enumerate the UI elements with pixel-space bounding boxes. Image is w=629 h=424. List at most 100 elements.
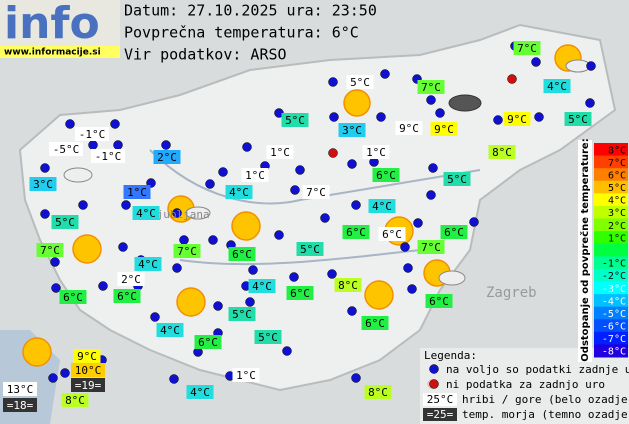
- hill-temp-box: [346, 75, 374, 89]
- station-temp: 10°C: [75, 364, 102, 377]
- station-dot: [347, 159, 357, 169]
- station-temp: 6°C: [429, 295, 449, 308]
- station-temp: 8°C: [65, 394, 85, 407]
- station-temp: 4°C: [190, 386, 210, 399]
- station-temp: 6°C: [346, 226, 366, 239]
- station-temp: 6°C: [117, 290, 137, 303]
- legend-sea-text: temp. morja (temno ozadje): [462, 408, 629, 421]
- hill-temp: 6°C: [382, 228, 402, 241]
- legend-text: ni podatka za zadnjo uro: [446, 378, 605, 391]
- station-dot: [248, 265, 258, 275]
- station-temp-box: [334, 278, 362, 292]
- station-temp-box: [425, 294, 453, 308]
- hill-temp: 13°C: [7, 383, 34, 396]
- station-dot: [295, 165, 305, 175]
- scale-step: [594, 180, 628, 194]
- scale-step: [594, 155, 628, 169]
- station-dot: [403, 263, 413, 273]
- scale-label: 2°C: [608, 221, 626, 232]
- scale-step: [594, 306, 628, 320]
- scale-step: [594, 256, 628, 270]
- station-temp: 7°C: [517, 42, 537, 55]
- station-dot: [435, 108, 445, 118]
- station-dot: [400, 242, 410, 252]
- scale-label: 7°C: [608, 158, 626, 169]
- hill-temp-box: [49, 142, 83, 156]
- scale-step: [594, 344, 628, 358]
- station-dot: [426, 95, 436, 105]
- station-temp-box: [123, 185, 151, 199]
- station-temp: 2°C: [157, 151, 177, 164]
- legend-dot: [429, 379, 439, 389]
- station-temp-box: [503, 112, 531, 126]
- legend-sea-box: [423, 408, 457, 421]
- logo-url: www.informacije.si: [4, 48, 101, 58]
- scale-step: [594, 205, 628, 220]
- url-box: [0, 46, 120, 58]
- station-temp: 4°C: [547, 80, 567, 93]
- station-temp: 8°C: [492, 146, 512, 159]
- scale-title-bg: [578, 140, 592, 362]
- station-temp-box: [153, 150, 181, 164]
- station-dot: [118, 242, 128, 252]
- station-dot: [329, 112, 339, 122]
- station-temp: 7°C: [40, 244, 60, 257]
- station-dot: [428, 163, 438, 173]
- legend-hill-box: [423, 393, 457, 406]
- hill-temp-box: [3, 382, 37, 396]
- station-temp-box: [59, 290, 87, 304]
- station-temp-box: [440, 225, 468, 239]
- station-dot: [40, 163, 50, 173]
- station-temp-box: [225, 185, 253, 199]
- scale-step: [594, 193, 628, 207]
- hill-temp: -1°C: [79, 128, 106, 141]
- station-temp: 5°C: [447, 173, 467, 186]
- hill-temp-box: [117, 272, 145, 286]
- station-dot: [245, 297, 255, 307]
- station-dot: [469, 217, 479, 227]
- station-temp-box: [488, 145, 516, 159]
- station-temp-box: [443, 172, 471, 186]
- scale-label: -5°C: [602, 309, 626, 320]
- station-temp: 6°C: [376, 169, 396, 182]
- station-dot: [51, 283, 61, 293]
- station-temp-box: [286, 286, 314, 300]
- header-line: Povprečna temperatura: 6°C: [124, 24, 359, 42]
- station-temp-box: [228, 307, 256, 321]
- city-label: Zagreb: [486, 285, 537, 301]
- station-dot: [376, 112, 386, 122]
- station-dot: [407, 284, 417, 294]
- station-dot: [65, 119, 75, 129]
- station-temp: 9°C: [434, 123, 454, 136]
- station-dot: [48, 373, 58, 383]
- station-temp: 5°C: [300, 243, 320, 256]
- scale-label: -2°C: [602, 271, 626, 282]
- hill-temp-box: [378, 227, 406, 241]
- station-temp: 9°C: [507, 113, 527, 126]
- station-temp: 1°C: [127, 186, 147, 199]
- station-temp-box: [194, 335, 222, 349]
- hill-temp: -1°C: [95, 150, 122, 163]
- missing-dot: [328, 148, 338, 158]
- station-temp: 4°C: [160, 324, 180, 337]
- scale-step: [594, 231, 628, 245]
- station-dot: [534, 112, 544, 122]
- scale-step: [594, 281, 628, 295]
- legend-title: Legenda:: [424, 349, 477, 362]
- station-temp-box: [29, 177, 57, 191]
- hill-temp: 1°C: [236, 369, 256, 382]
- station-temp-box: [71, 363, 105, 377]
- station-temp: 8°C: [338, 279, 358, 292]
- hill-temp-box: [266, 145, 294, 159]
- station-dot: [113, 140, 123, 150]
- station-dot: [274, 230, 284, 240]
- station-temp-box: [338, 123, 366, 137]
- station-dot: [179, 235, 189, 245]
- scale-step: [594, 319, 628, 333]
- station-temp-box: [368, 199, 396, 213]
- station-temp: 6°C: [365, 317, 385, 330]
- cloud-icons: [63, 59, 591, 286]
- station-dot: [242, 142, 252, 152]
- hill-temp: 9°C: [399, 122, 419, 135]
